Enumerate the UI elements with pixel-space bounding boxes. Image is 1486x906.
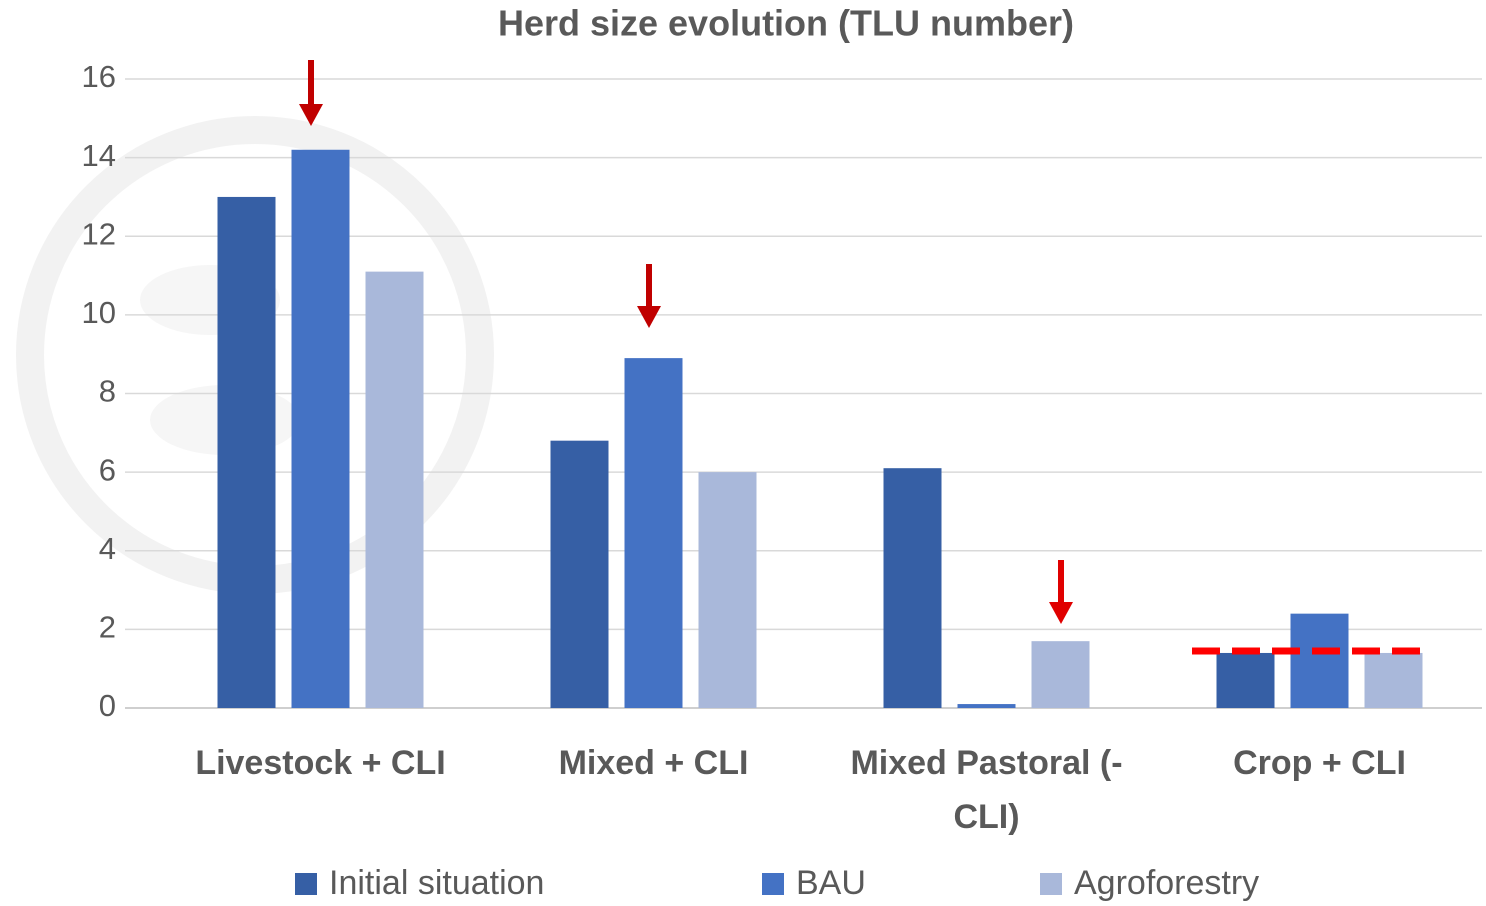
bar xyxy=(883,468,942,708)
y-tick-label: 16 xyxy=(82,59,116,94)
y-tick-label: 6 xyxy=(99,452,116,487)
x-tick-label: Mixed Pastoral (- CLI) xyxy=(850,744,1123,836)
y-tick-label: 14 xyxy=(82,138,116,173)
bar xyxy=(365,271,424,708)
legend-swatch xyxy=(295,873,317,895)
bar xyxy=(698,472,757,708)
legend-swatch xyxy=(762,873,784,895)
y-tick-label: 4 xyxy=(99,531,116,566)
y-tick-label: 12 xyxy=(82,216,116,251)
y-tick-label: 10 xyxy=(82,295,116,330)
bar xyxy=(1364,652,1423,708)
legend-swatch xyxy=(1040,873,1062,895)
x-tick-label: Mixed + CLI xyxy=(558,744,749,782)
bar xyxy=(624,358,683,708)
x-tick-label: Crop + CLI xyxy=(1233,744,1406,782)
annotations xyxy=(299,60,1430,655)
y-tick-label: 8 xyxy=(99,374,116,409)
bar xyxy=(291,149,350,708)
bar xyxy=(550,440,609,708)
bar xyxy=(957,704,1016,708)
y-tick-label: 0 xyxy=(99,688,116,723)
y-tick-label: 2 xyxy=(99,610,116,645)
legend-label: BAU xyxy=(796,864,866,902)
chart-title: Herd size evolution (TLU number) xyxy=(498,3,1074,44)
legend-label: Agroforestry xyxy=(1074,864,1259,902)
bar xyxy=(1031,641,1090,708)
x-tick-label: Livestock + CLI xyxy=(195,744,446,782)
bar xyxy=(1216,652,1275,708)
bar xyxy=(217,196,276,708)
legend-label: Initial situation xyxy=(329,864,544,902)
bar xyxy=(1290,613,1349,708)
